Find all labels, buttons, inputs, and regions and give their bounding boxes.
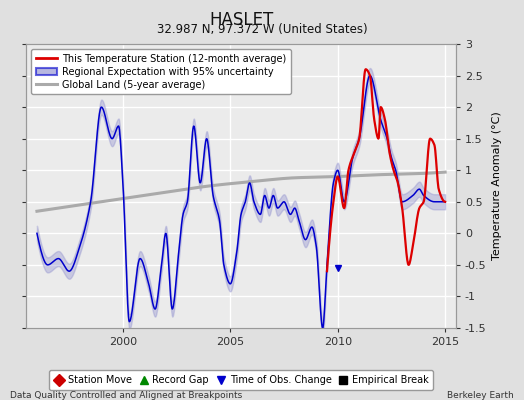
Text: 32.987 N, 97.372 W (United States): 32.987 N, 97.372 W (United States) <box>157 23 367 36</box>
Y-axis label: Temperature Anomaly (°C): Temperature Anomaly (°C) <box>492 112 502 260</box>
Text: Data Quality Controlled and Aligned at Breakpoints: Data Quality Controlled and Aligned at B… <box>10 391 243 400</box>
Legend: Station Move, Record Gap, Time of Obs. Change, Empirical Break: Station Move, Record Gap, Time of Obs. C… <box>49 370 433 390</box>
Text: Berkeley Earth: Berkeley Earth <box>447 391 514 400</box>
Title: HASLET: HASLET <box>209 10 273 28</box>
